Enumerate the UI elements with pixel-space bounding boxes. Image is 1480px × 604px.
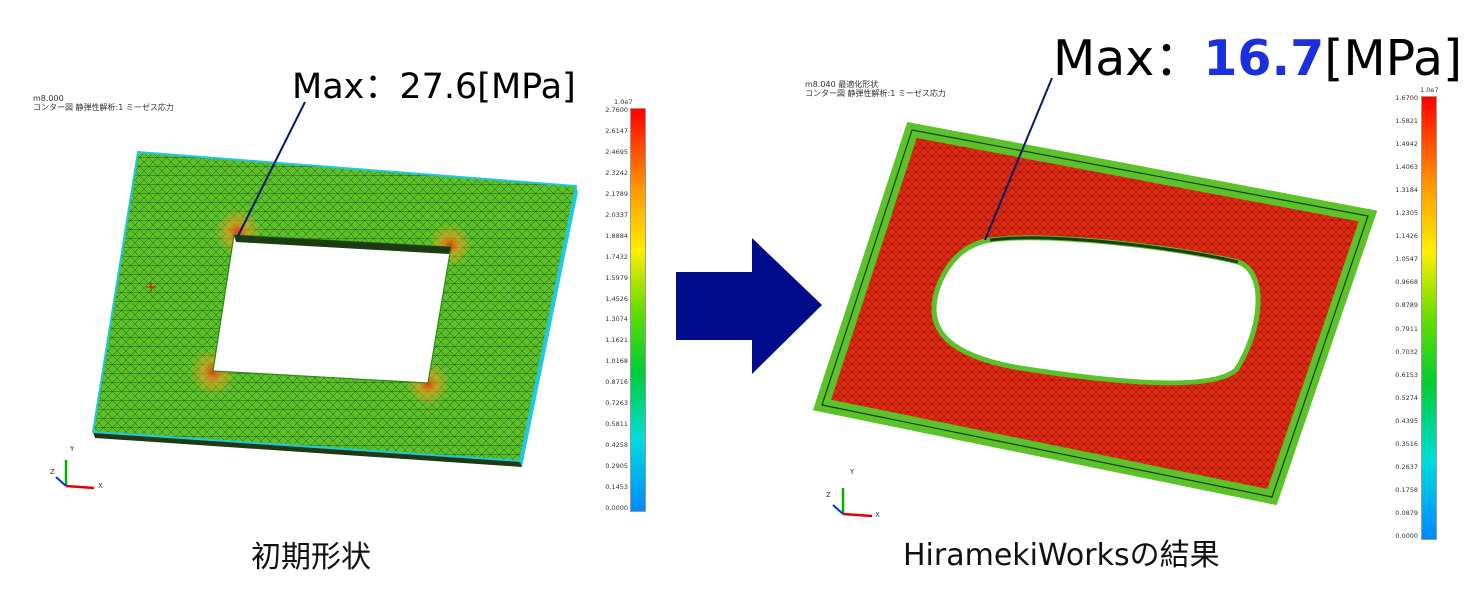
right-scale-tick-label: 1.0547 [1395, 255, 1418, 264]
left-axis-z-label: Z [50, 468, 55, 476]
right-scale-exponent: 1.0e7 [1420, 86, 1439, 94]
left-scale-tick-label: 2.0337 [605, 210, 628, 219]
left-model-name: m8.000 [33, 94, 64, 103]
left-max-unit: [MPa] [477, 67, 576, 107]
right-model-info: m8.040 最適化形状 コンター図 静弾性解析:1 ミーゼス応力 [805, 80, 946, 98]
right-max-prefix: Max： [1053, 30, 1204, 87]
right-scale-tick-label: 0.7911 [1395, 324, 1418, 333]
right-scale-tick-label: 0.4395 [1395, 416, 1418, 425]
right-axis-x-label: X [875, 511, 880, 519]
right-color-scale-bar [1421, 96, 1437, 540]
left-max-prefix: Max： [292, 67, 400, 107]
right-max-stress-label: Max：16.7[MPa] [1053, 19, 1462, 90]
right-scale-tick-label: 0.1758 [1395, 485, 1418, 494]
right-axis-z-label: Z [826, 491, 831, 499]
left-scale-tick-label: 0.4258 [605, 441, 628, 450]
left-scale-tick-label: 1.8884 [605, 231, 628, 240]
right-scale-tick-label: 1.1426 [1395, 232, 1418, 241]
right-contour-title: コンター図 静弾性解析:1 ミーゼス応力 [805, 89, 946, 98]
left-scale-tick-label: 0.0000 [605, 504, 628, 512]
right-scale-tick-label: 1.4942 [1395, 140, 1418, 149]
right-scale-tick-label: 1.4063 [1395, 163, 1418, 172]
right-scale-tick-label: 0.8789 [1395, 301, 1418, 310]
right-scale-tick-label: 0.5274 [1395, 393, 1418, 402]
right-caption: HiramekiWorksの結果 [903, 538, 1220, 573]
right-scale-tick-label: 0.0879 [1395, 508, 1418, 517]
right-max-unit: [MPa] [1324, 30, 1463, 87]
left-color-scale-bar [630, 108, 646, 512]
left-scale-tick-label: 1.7432 [605, 252, 628, 261]
left-max-stress-label: Max：27.6[MPa] [292, 58, 576, 109]
right-axis-y-label: Y [850, 468, 855, 476]
right-scale-tick-label: 0.0000 [1395, 532, 1418, 540]
right-scale-tick-label: 0.2637 [1395, 462, 1418, 471]
left-scale-tick-label: 0.8716 [605, 378, 628, 387]
left-scale-tick-label: 0.2905 [605, 462, 628, 471]
left-contour-title: コンター図 静弾性解析:1 ミーゼス応力 [33, 103, 174, 112]
left-scale-tick-label: 1.1621 [605, 336, 628, 345]
left-axis-x-label: X [98, 482, 103, 490]
left-scale-tick-label: 1.4526 [605, 294, 628, 303]
left-scale-tick-label: 0.5811 [605, 420, 628, 429]
right-scale-tick-label: 0.9668 [1395, 278, 1418, 287]
left-scale-tick-label: 2.3242 [605, 168, 628, 177]
right-scale-tick-label: 1.6700 [1395, 94, 1418, 102]
left-axis-y-label: Y [70, 445, 75, 453]
left-caption: 初期形状 [251, 540, 371, 575]
left-scale-tick-label: 0.1453 [605, 483, 628, 492]
right-scale-tick-label: 0.3516 [1395, 439, 1418, 448]
left-scale-tick-label: 1.3074 [605, 315, 628, 324]
right-max-value: 16.7 [1203, 30, 1325, 87]
left-scale-tick-label: 0.7263 [605, 399, 628, 408]
right-scale-tick-label: 1.5821 [1395, 117, 1418, 126]
left-max-value: 27.6 [399, 67, 478, 107]
left-scale-tick-label: 2.7600 [605, 106, 628, 114]
left-scale-exponent: 1.0e7 [614, 98, 633, 106]
right-scale-tick-label: 1.3184 [1395, 186, 1418, 195]
right-scale-tick-label: 1.2305 [1395, 209, 1418, 218]
left-scale-tick-label: 2.4695 [605, 147, 628, 156]
left-scale-tick-label: 1.5979 [605, 273, 628, 282]
left-scale-tick-label: 1.0168 [605, 357, 628, 366]
right-model-name: m8.040 最適化形状 [805, 80, 879, 89]
right-scale-tick-label: 0.6153 [1395, 370, 1418, 379]
left-scale-tick-label: 2.1789 [605, 189, 628, 198]
left-scale-tick-label: 2.6147 [605, 126, 628, 135]
right-scale-tick-label: 0.7032 [1395, 347, 1418, 356]
left-model-info: m8.000 コンター図 静弾性解析:1 ミーゼス応力 [33, 94, 174, 112]
